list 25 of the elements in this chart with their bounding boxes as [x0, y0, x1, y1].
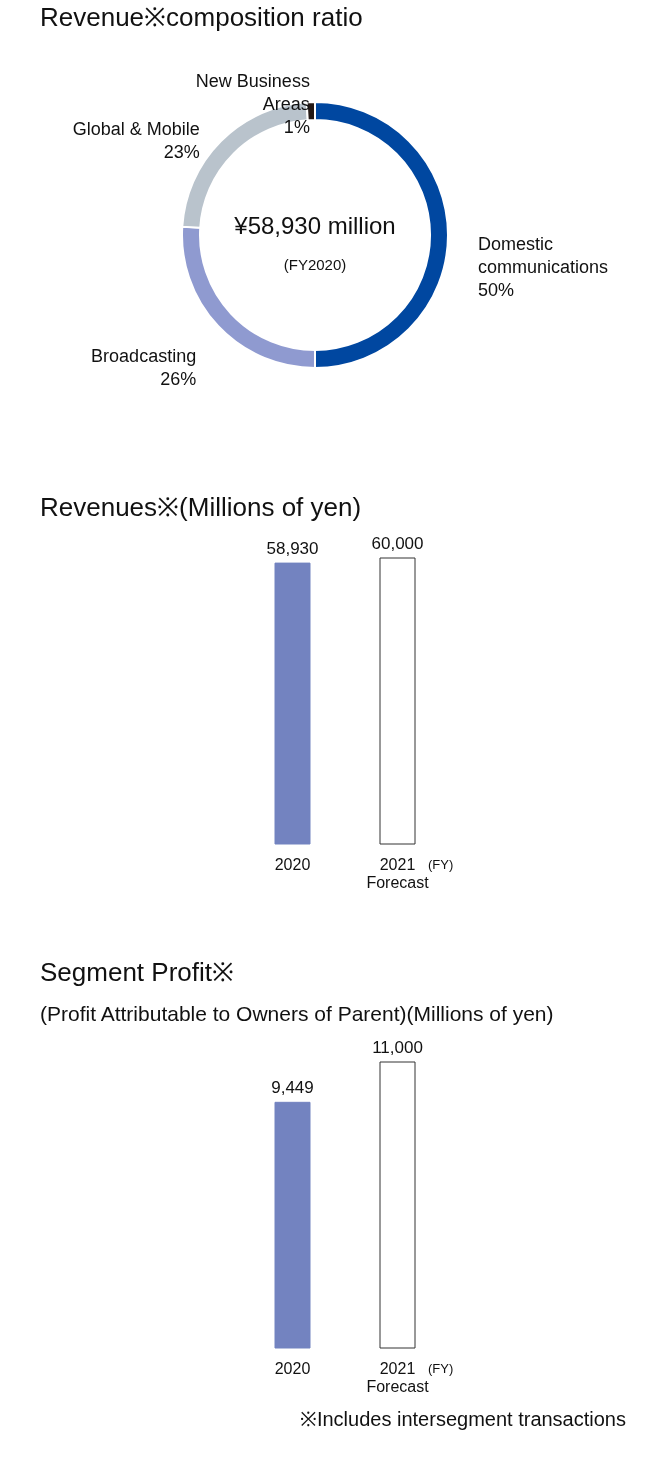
slice-label: Broadcasting — [91, 345, 197, 366]
x-tick-label: 2020 — [274, 1359, 311, 1377]
data-label: 50% — [478, 280, 515, 300]
data-label: 11,000 — [372, 1038, 423, 1057]
chart-title: Revenues※(Millions of yen) — [40, 492, 362, 522]
chart-title: Revenue※composition ratio — [40, 2, 363, 32]
chart-title: Segment Profit※ — [40, 957, 234, 987]
slice-label: Global & Mobile — [72, 118, 200, 139]
x-tick-label: 2021 Forecast — [366, 855, 430, 891]
x-tick-label: 2021 Forecast — [366, 1359, 430, 1395]
data-label: 60,000 — [371, 534, 424, 553]
x-tick-label: 2020 — [274, 855, 311, 873]
text: ※Includes intersegment transactions — [299, 1408, 626, 1430]
text: (FY) — [428, 1361, 454, 1376]
slice-label: Domestic communications — [478, 234, 609, 277]
data-label: 58,930 — [266, 539, 319, 559]
text: ¥58,930 million — [233, 212, 396, 239]
text: (FY2020) — [283, 256, 347, 273]
data-label: 9,449 — [271, 1078, 314, 1098]
chart-subtitle: (Profit Attributable to Owners of Parent)(Millions of yen) — [40, 1002, 554, 1025]
data-label: 23% — [163, 141, 200, 162]
data-label: 26% — [160, 368, 197, 389]
text: (FY) — [428, 857, 454, 872]
data-label: 1% — [283, 117, 310, 138]
slice-label: New Business Areas — [195, 71, 310, 115]
